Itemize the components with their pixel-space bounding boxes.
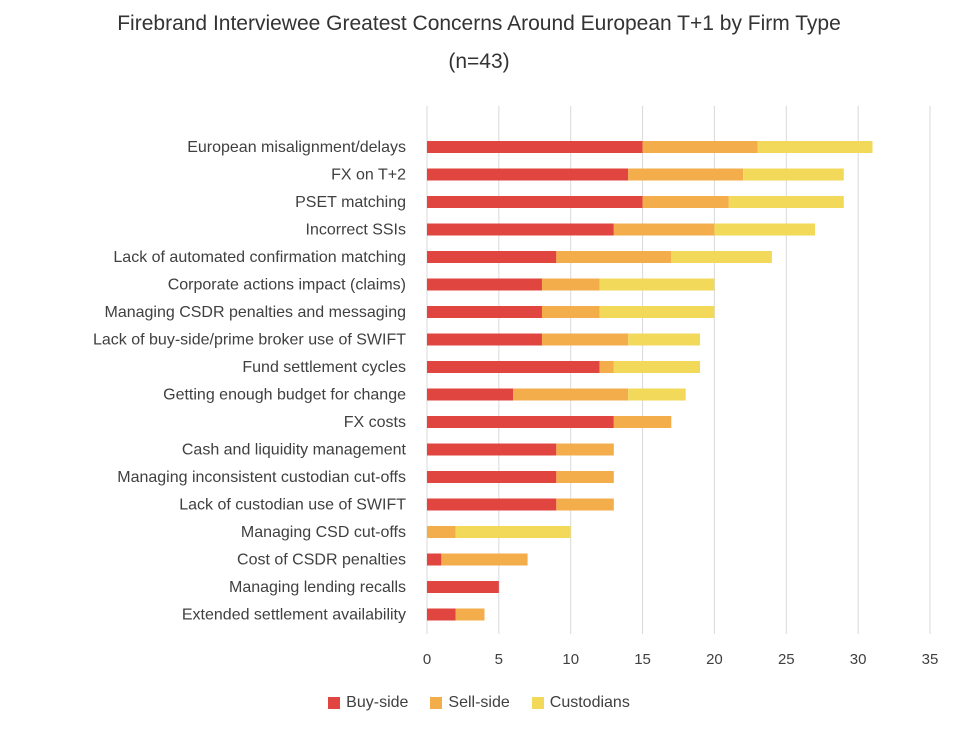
category-label: Incorrect SSIs (306, 222, 406, 239)
bar-segment-buy-side (427, 498, 557, 511)
x-axis-ticks: 0 5 10 15 20 25 30 35 (423, 651, 939, 668)
category-label: FX on T+2 (331, 167, 406, 184)
category-label: Getting enough budget for change (163, 387, 406, 404)
bar-segment-sell-side (642, 141, 758, 153)
legend-swatch (430, 697, 443, 709)
category-label: Lack of automated confirmation matching (113, 249, 406, 266)
chart-title: Firebrand Interviewee Greatest Concerns … (117, 12, 841, 35)
bar-segment-custodians (757, 141, 873, 153)
bar-segment-buy-side (427, 223, 614, 236)
bar-segment-sell-side (427, 526, 456, 538)
legend-item: Buy-side (328, 694, 408, 712)
bar-segment-sell-side (556, 498, 614, 511)
bar-segment-sell-side (642, 196, 729, 208)
bar-segment-sell-side (513, 388, 629, 401)
bar-segment-sell-side (613, 223, 715, 236)
bar-segment-buy-side (427, 361, 600, 373)
category-labels: European misalignment/delays FX on T+2 PSE… (93, 139, 407, 624)
category-label: Managing lending recalls (229, 579, 406, 596)
legend-label: Sell-side (448, 694, 510, 711)
bar-segment-sell-side (613, 416, 672, 428)
category-label: FX costs (344, 414, 406, 431)
bar-segment-custodians (628, 333, 701, 346)
chart-subtitle: (n=43) (448, 50, 510, 73)
bar-segment-buy-side (427, 168, 629, 181)
bar-segment-buy-side (427, 443, 557, 456)
bar-segment-custodians (714, 223, 816, 236)
bar-segment-custodians (599, 306, 715, 318)
bar-segment-sell-side (541, 278, 600, 291)
bar-segment-custodians (743, 168, 844, 181)
bar-segment-custodians (455, 526, 571, 538)
category-label: Cost of CSDR penalties (237, 552, 406, 569)
bar-segment-sell-side (455, 608, 485, 621)
bar-segment-buy-side (427, 608, 456, 621)
x-tick-label: 30 (850, 651, 867, 668)
legend-item: Custodians (531, 694, 630, 712)
bar-segment-sell-side (556, 471, 614, 483)
legend-swatch (328, 697, 341, 709)
bar-segment-buy-side (427, 581, 499, 593)
bar-segment-sell-side (441, 553, 528, 566)
bar-segment-sell-side (599, 361, 614, 373)
bars (427, 141, 873, 621)
legend: Buy-side Sell-side Custodians (0, 694, 958, 712)
x-tick-label: 25 (778, 651, 795, 668)
category-label: Cash and liquidity management (182, 442, 407, 459)
bar-segment-custodians (728, 196, 844, 208)
gridlines (426, 106, 931, 634)
x-tick-label: 35 (922, 651, 939, 668)
bar-segment-sell-side (541, 333, 629, 346)
legend-label: Custodians (549, 694, 630, 711)
x-tick-label: 15 (634, 651, 651, 668)
legend-swatch (531, 697, 544, 709)
stacked-bar-chart: European misalignment/delays FX on T+2 PSE… (93, 106, 939, 668)
bar-segment-buy-side (427, 388, 514, 401)
category-label: Managing CSD cut-offs (241, 524, 406, 541)
category-label: European misalignment/delays (187, 139, 406, 156)
bar-segment-custodians (599, 278, 715, 291)
category-label: Managing inconsistent custodian cut-offs (117, 469, 406, 486)
x-tick-label: 10 (562, 651, 579, 668)
bar-segment-sell-side (556, 251, 672, 263)
bar-segment-buy-side (427, 141, 643, 153)
legend-label: Buy-side (346, 694, 409, 711)
bar-segment-buy-side (427, 306, 542, 318)
bar-segment-buy-side (427, 196, 643, 208)
legend-item: Sell-side (430, 694, 510, 712)
bar-segment-custodians (671, 251, 772, 263)
x-tick-label: 0 (423, 651, 431, 668)
bar-segment-buy-side (427, 471, 557, 483)
category-label: Corporate actions impact (claims) (168, 277, 406, 294)
bar-segment-buy-side (427, 278, 542, 291)
bar-segment-buy-side (427, 553, 442, 566)
category-label: Fund settlement cycles (242, 359, 406, 376)
bar-segment-buy-side (427, 251, 557, 263)
bar-segment-custodians (613, 361, 701, 373)
category-label: Managing CSDR penalties and messaging (104, 304, 406, 321)
bar-segment-buy-side (427, 333, 542, 346)
x-tick-label: 20 (706, 651, 723, 668)
category-label: Extended settlement availability (182, 607, 406, 624)
bar-segment-sell-side (541, 306, 600, 318)
bar-segment-buy-side (427, 416, 614, 428)
category-label: PSET matching (295, 194, 406, 211)
category-label: Lack of custodian use of SWIFT (179, 497, 406, 514)
category-label: Lack of buy-side/prime broker use of SWI… (93, 332, 406, 349)
bar-segment-sell-side (556, 443, 614, 456)
x-tick-label: 5 (495, 651, 503, 668)
bar-segment-custodians (628, 388, 686, 401)
bar-segment-sell-side (628, 168, 744, 181)
